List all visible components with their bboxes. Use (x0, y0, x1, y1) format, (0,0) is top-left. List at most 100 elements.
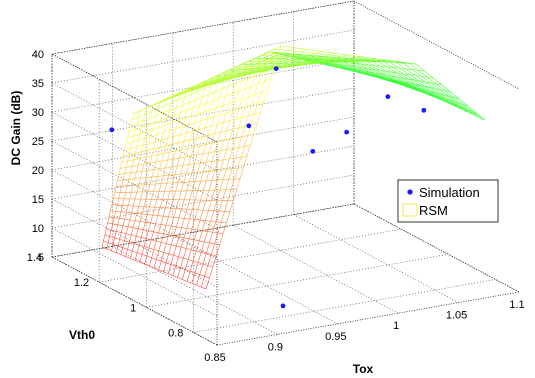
surface-mesh-line (212, 133, 215, 139)
surface-mesh-line (238, 86, 241, 92)
surface-mesh-line (458, 102, 464, 105)
surface-mesh-line (235, 136, 242, 139)
surface-mesh-line (202, 152, 210, 155)
surface-mesh-line (163, 149, 166, 154)
surface-mesh-line (454, 97, 460, 100)
surface-mesh-line (260, 89, 268, 93)
surface-mesh-line (127, 135, 134, 139)
surface-mesh-line (169, 148, 172, 153)
surface-mesh-line (363, 73, 369, 76)
surface-mesh-line (402, 62, 410, 64)
surface-mesh-line (153, 122, 155, 127)
surface-mesh-line (182, 124, 189, 127)
surface-mesh-line (142, 164, 145, 168)
surface-mesh-line (149, 180, 152, 185)
surface-mesh-line (228, 173, 231, 180)
surface-mesh-line (260, 58, 268, 62)
surface-mesh-line (113, 192, 115, 196)
surface-mesh-line (368, 68, 375, 70)
surface-mesh-line (191, 283, 197, 286)
surface-mesh-line (265, 90, 268, 96)
surface-mesh-line (218, 114, 221, 120)
surface-mesh-line (214, 129, 217, 134)
surface-mesh-line (251, 99, 254, 106)
surface-mesh-line (158, 207, 161, 212)
surface-mesh-line (235, 64, 243, 68)
surface-mesh-line (227, 103, 230, 109)
surface-mesh-line (153, 227, 155, 232)
surface-mesh-line (130, 258, 136, 261)
surface-mesh-line (444, 92, 450, 97)
surface-mesh-line (158, 187, 161, 192)
surface-mesh-line (250, 139, 253, 146)
surface-mesh-line (156, 215, 159, 220)
surface-mesh-line (168, 130, 171, 135)
surface-mesh-line (183, 237, 190, 240)
surface-mesh-line (454, 101, 460, 104)
surface-mesh-line (129, 148, 131, 152)
surface-mesh-line (203, 220, 206, 226)
surface-mesh-line (226, 168, 233, 170)
surface-mesh-line (127, 182, 129, 186)
surface-mesh-line (409, 63, 415, 68)
surface-mesh-line (173, 132, 176, 137)
surface-mesh-line (141, 145, 144, 149)
surface-mesh-line (153, 267, 159, 271)
surface-mesh-line (468, 109, 473, 112)
surface-mesh-line (430, 82, 436, 87)
surface-mesh-line (201, 210, 204, 216)
surface-mesh-line (106, 248, 112, 252)
surface-mesh-line (202, 132, 204, 137)
surface-mesh-line (163, 191, 165, 196)
surface-mesh-line (392, 76, 399, 80)
surface-mesh-line (336, 57, 344, 59)
surface-mesh-line (409, 74, 416, 76)
surface-mesh-line (233, 195, 236, 201)
surface-mesh-line (189, 266, 192, 272)
surface-mesh-line (145, 234, 148, 239)
surface-mesh-line (187, 164, 189, 170)
surface-mesh-line (249, 86, 252, 92)
surface-mesh-line (250, 123, 258, 126)
surface-mesh-line (131, 166, 133, 170)
surface-mesh-line (221, 233, 224, 240)
surface-mesh-line (161, 242, 167, 244)
surface-mesh-line (180, 169, 182, 175)
surface-mesh-line (119, 211, 122, 216)
surface-mesh-line (194, 138, 197, 143)
surface-mesh-line (138, 114, 145, 118)
surface-mesh-line (124, 192, 127, 196)
surface-mesh-line (311, 58, 319, 60)
surface-mesh-line (110, 210, 116, 212)
surface-mesh-line (433, 77, 438, 82)
surface-mesh-line (309, 54, 317, 57)
surface-mesh-line (184, 116, 192, 119)
surface-mesh-line (175, 103, 178, 108)
surface-mesh-line (452, 104, 457, 107)
surface-mesh-line (445, 90, 451, 93)
surface-mesh-line (419, 80, 426, 85)
surface-mesh-line (149, 239, 152, 245)
surface-mesh-line (193, 82, 201, 87)
surface-mesh-line (159, 242, 162, 247)
surface-mesh-line (122, 176, 125, 180)
surface-mesh-line (143, 202, 146, 207)
surface-mesh-line (232, 147, 239, 149)
surface-mesh-line (124, 170, 126, 174)
surface-mesh-line (188, 254, 191, 260)
surface-mesh-line (138, 221, 141, 226)
surface-mesh-line (280, 49, 288, 51)
surface-mesh-line (448, 101, 453, 105)
surface-mesh-line (226, 86, 229, 92)
surface-mesh-line (200, 136, 203, 142)
surface-mesh-line (341, 58, 349, 60)
surface-mesh-line (248, 63, 257, 68)
surface-mesh-line (204, 236, 207, 242)
surface-mesh-line (176, 142, 179, 147)
surface-mesh-line (357, 71, 364, 74)
simulation-point (280, 303, 286, 309)
surface-mesh-line (403, 77, 409, 80)
surface-mesh-line (287, 59, 295, 62)
surface-mesh-line (225, 184, 228, 190)
